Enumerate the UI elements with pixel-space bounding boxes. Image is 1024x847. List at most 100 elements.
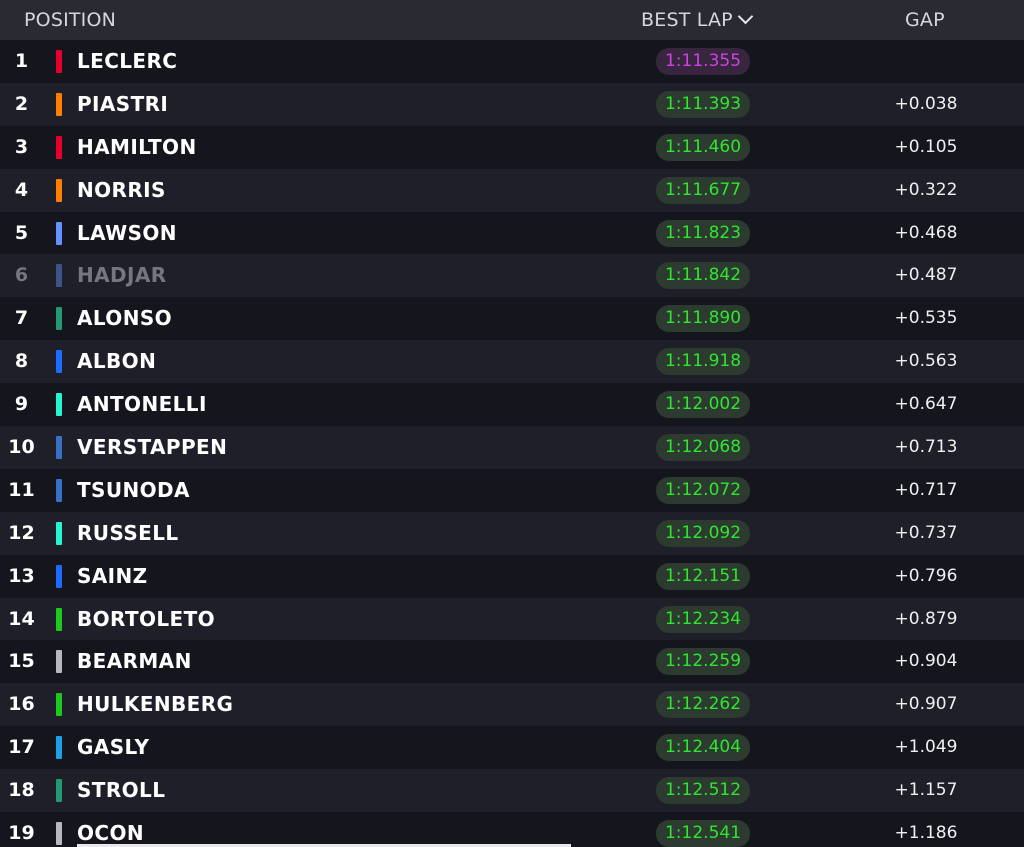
best-lap-badge: 1:12.234 <box>656 605 750 633</box>
driver-name: LECLERC <box>77 49 178 73</box>
scroll-indicator <box>77 844 571 847</box>
best-lap-badge: 1:11.677 <box>656 176 750 204</box>
table-header: POSITION BEST LAP GAP <box>0 0 1024 40</box>
best-lap-column-header[interactable]: BEST LAP <box>641 0 754 40</box>
team-color-bar <box>56 736 62 760</box>
driver-name: TSUNODA <box>77 477 190 502</box>
team-color-bar <box>56 178 62 202</box>
best-lap-badge: 1:12.092 <box>656 519 750 547</box>
position-number: 4 <box>14 178 29 201</box>
best-lap-badge: 1:11.393 <box>656 90 750 118</box>
position-number: 15 <box>8 650 35 673</box>
team-color-bar <box>56 822 62 846</box>
results-list: 1 LECLERC 1:11.355 2 PIASTRI 1:11.393 +0.038 3 H… <box>0 40 1024 847</box>
team-color-bar <box>56 521 62 545</box>
position-number: 6 <box>14 264 29 287</box>
gap-value: +1.049 <box>894 737 958 758</box>
table-row[interactable]: 2 PIASTRI 1:11.393 +0.038 <box>0 82 1024 126</box>
driver-name: PIASTRI <box>77 91 169 116</box>
gap-value: +0.904 <box>894 651 958 672</box>
position-number: 17 <box>8 736 35 759</box>
driver-name: LAWSON <box>77 220 177 245</box>
gap-value: +0.879 <box>894 608 958 629</box>
gap-value: +0.717 <box>894 479 958 500</box>
table-row[interactable]: 13 SAINZ 1:12.151 +0.796 <box>0 554 1024 598</box>
driver-name: ANTONELLI <box>77 392 207 417</box>
driver-name: BEARMAN <box>77 649 192 674</box>
driver-name: SAINZ <box>77 563 148 588</box>
gap-value: +0.468 <box>894 222 958 243</box>
driver-name: BORTOLETO <box>77 606 216 631</box>
table-row[interactable]: 18 STROLL 1:12.512 +1.157 <box>0 769 1024 813</box>
fastest-lap-badge: 1:11.355 <box>656 48 750 75</box>
table-row[interactable]: 1 LECLERC 1:11.355 <box>0 40 1024 83</box>
best-lap-badge: 1:12.404 <box>656 734 750 762</box>
position-number: 3 <box>14 135 29 158</box>
team-color-bar <box>56 264 62 288</box>
team-color-bar <box>56 350 62 374</box>
gap-value: +0.796 <box>894 565 958 586</box>
gap-value: +0.487 <box>894 265 958 286</box>
table-row[interactable]: 16 HULKENBERG 1:12.262 +0.907 <box>0 683 1024 727</box>
table-row[interactable]: 19 OCON 1:12.541 +1.186 <box>0 812 1024 847</box>
table-row[interactable]: 5 LAWSON 1:11.823 +0.468 <box>0 211 1024 255</box>
team-color-bar <box>56 221 62 245</box>
gap-value: +0.713 <box>894 437 958 458</box>
table-row[interactable]: 15 BEARMAN 1:12.259 +0.904 <box>0 640 1024 684</box>
position-number: 9 <box>14 393 29 416</box>
best-lap-badge: 1:12.002 <box>656 391 750 419</box>
best-lap-badge: 1:12.259 <box>656 648 750 676</box>
team-color-bar <box>56 393 62 417</box>
best-lap-badge: 1:11.842 <box>656 262 750 290</box>
position-number: 13 <box>8 564 35 587</box>
gap-value: +0.105 <box>894 136 958 157</box>
position-number: 1 <box>14 50 29 72</box>
best-lap-header-label: BEST LAP <box>641 9 733 31</box>
position-number: 14 <box>8 607 35 630</box>
position-number: 19 <box>8 822 35 845</box>
gap-value: +0.647 <box>894 394 958 415</box>
team-color-bar <box>56 92 62 116</box>
best-lap-badge: 1:12.072 <box>656 476 750 504</box>
gap-value: +0.563 <box>894 351 958 372</box>
position-number: 5 <box>14 221 29 244</box>
team-color-bar <box>56 478 62 502</box>
best-lap-badge: 1:11.823 <box>656 219 750 247</box>
team-color-bar <box>56 693 62 717</box>
best-lap-badge: 1:12.262 <box>656 691 750 719</box>
position-number: 7 <box>14 307 29 330</box>
table-row[interactable]: 7 ALONSO 1:11.890 +0.535 <box>0 297 1024 341</box>
table-row[interactable]: 6 HADJAR 1:11.842 +0.487 <box>0 254 1024 298</box>
table-row[interactable]: 14 BORTOLETO 1:12.234 +0.879 <box>0 597 1024 641</box>
position-number: 11 <box>8 478 35 501</box>
driver-name: STROLL <box>77 778 166 803</box>
table-row[interactable]: 12 RUSSELL 1:12.092 +0.737 <box>0 511 1024 555</box>
gap-value: +0.907 <box>894 694 958 715</box>
best-lap-badge: 1:11.890 <box>656 305 750 333</box>
gap-value: +1.186 <box>894 823 958 844</box>
table-row[interactable]: 9 ANTONELLI 1:12.002 +0.647 <box>0 383 1024 427</box>
table-row[interactable]: 4 NORRIS 1:11.677 +0.322 <box>0 168 1024 212</box>
driver-name: HAMILTON <box>77 134 197 159</box>
table-row[interactable]: 3 HAMILTON 1:11.460 +0.105 <box>0 125 1024 169</box>
gap-value: +0.038 <box>894 93 958 114</box>
position-column-header[interactable]: POSITION <box>24 9 117 31</box>
best-lap-badge: 1:12.512 <box>656 777 750 805</box>
position-number: 10 <box>8 436 35 459</box>
driver-name: HULKENBERG <box>77 692 234 717</box>
table-row[interactable]: 17 GASLY 1:12.404 +1.049 <box>0 726 1024 770</box>
table-row[interactable]: 10 VERSTAPPEN 1:12.068 +0.713 <box>0 426 1024 469</box>
position-number: 12 <box>8 521 35 544</box>
table-row[interactable]: 11 TSUNODA 1:12.072 +0.717 <box>0 468 1024 512</box>
gap-value: +1.157 <box>894 780 958 801</box>
gap-column-header[interactable]: GAP <box>905 9 945 31</box>
team-color-bar <box>56 50 62 73</box>
driver-name: GASLY <box>77 735 150 760</box>
best-lap-badge: 1:11.918 <box>656 348 750 376</box>
position-number: 2 <box>14 92 29 115</box>
table-row[interactable]: 8 ALBON 1:11.918 +0.563 <box>0 340 1024 384</box>
chevron-down-icon[interactable] <box>737 8 754 25</box>
gap-value: +0.535 <box>894 308 958 329</box>
position-number: 18 <box>8 779 35 802</box>
